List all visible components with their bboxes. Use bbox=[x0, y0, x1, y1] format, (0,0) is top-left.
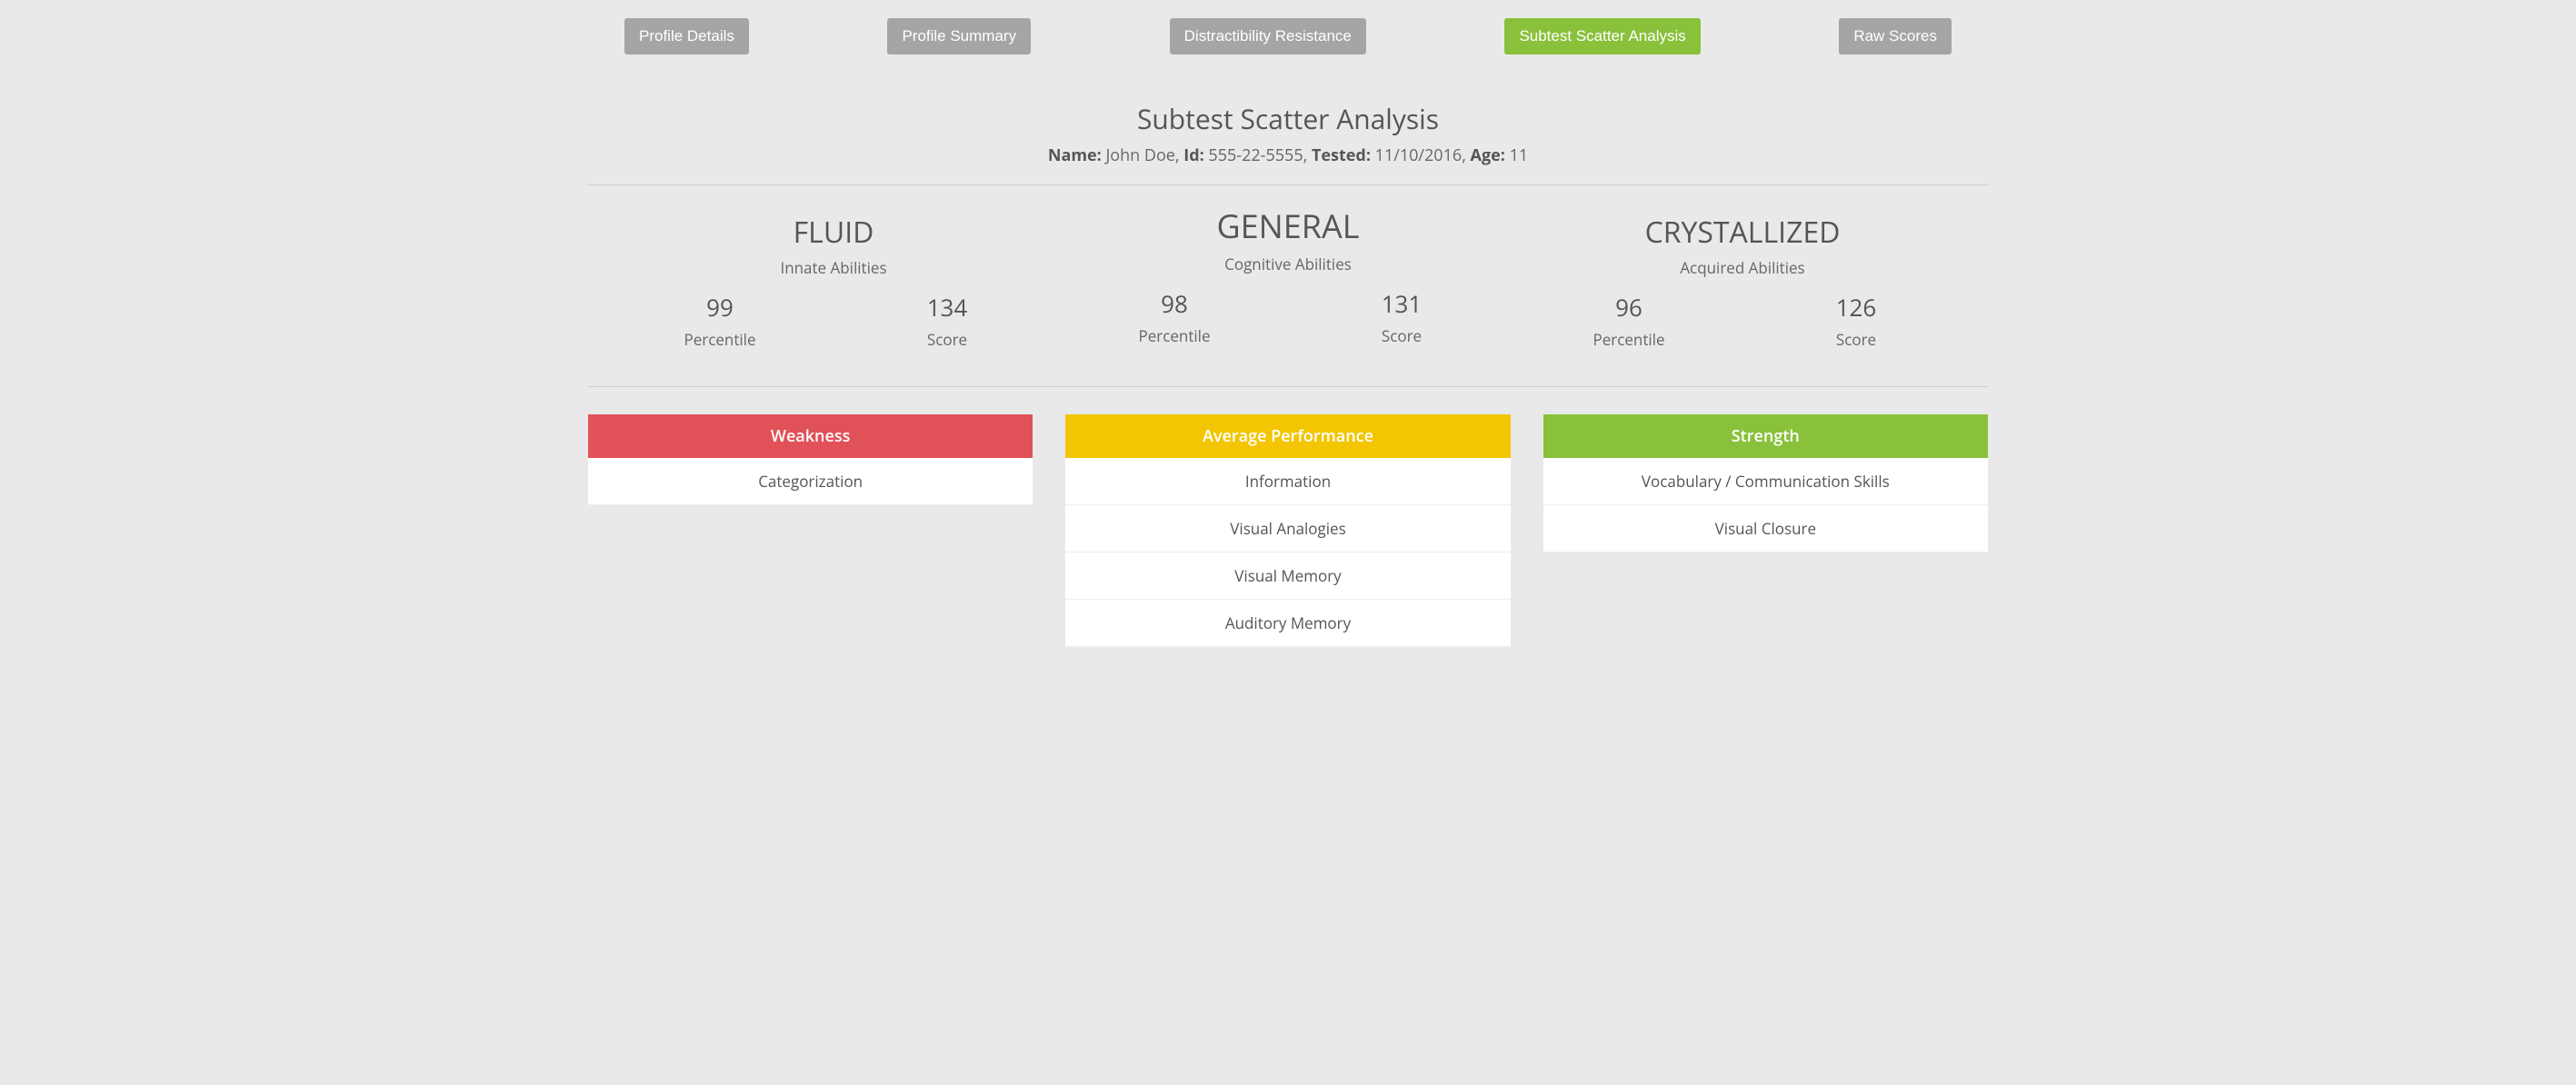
score-crystallized: CRYSTALLIZED Acquired Abilities 96 Perce… bbox=[1515, 213, 1970, 350]
tab-raw-scores[interactable]: Raw Scores bbox=[1839, 18, 1952, 55]
score-general-sub: Cognitive Abilities bbox=[1079, 254, 1497, 274]
card-strength-item: Visual Closure bbox=[1543, 505, 1988, 552]
tab-distractibility[interactable]: Distractibility Resistance bbox=[1170, 18, 1366, 55]
subject-age-label: Age: bbox=[1471, 144, 1505, 166]
score-crystallized-percentile: 96 bbox=[1533, 291, 1724, 324]
card-weakness-item: Categorization bbox=[588, 458, 1033, 505]
card-average-item: Information bbox=[1065, 458, 1510, 505]
score-crystallized-percentile-label: Percentile bbox=[1533, 329, 1724, 350]
card-weakness: Weakness Categorization bbox=[588, 414, 1033, 505]
subject-line: Name: John Doe, Id: 555-22-5555, Tested:… bbox=[579, 144, 1997, 166]
subject-id: 555-22-5555 bbox=[1208, 144, 1303, 166]
score-crystallized-heading: CRYSTALLIZED bbox=[1533, 213, 1952, 252]
card-average-item: Visual Memory bbox=[1065, 552, 1510, 600]
score-fluid-percentile: 99 bbox=[624, 291, 815, 324]
scores-section: FLUID Innate Abilities 99 Percentile 134… bbox=[579, 185, 1997, 386]
tabs-bar: Profile Details Profile Summary Distract… bbox=[579, 18, 1997, 55]
card-strength: Strength Vocabulary / Communication Skil… bbox=[1543, 414, 1988, 552]
cards-section: Weakness Categorization Average Performa… bbox=[579, 387, 1997, 647]
tab-subtest-scatter[interactable]: Subtest Scatter Analysis bbox=[1504, 18, 1700, 55]
score-crystallized-score-label: Score bbox=[1761, 329, 1952, 350]
score-crystallized-score: 126 bbox=[1761, 291, 1952, 324]
subject-tested-label: Tested: bbox=[1312, 144, 1371, 166]
score-general-score: 131 bbox=[1306, 287, 1497, 320]
card-strength-item: Vocabulary / Communication Skills bbox=[1543, 458, 1988, 505]
score-general: GENERAL Cognitive Abilities 98 Percentil… bbox=[1061, 204, 1515, 346]
subject-tested: 11/10/2016 bbox=[1375, 144, 1463, 166]
card-average-header: Average Performance bbox=[1065, 414, 1510, 458]
card-average: Average Performance Information Visual A… bbox=[1065, 414, 1510, 647]
tab-profile-details[interactable]: Profile Details bbox=[624, 18, 749, 55]
subject-name: John Doe bbox=[1105, 144, 1174, 166]
score-general-percentile: 98 bbox=[1079, 287, 1270, 320]
card-average-item: Visual Analogies bbox=[1065, 505, 1510, 552]
card-strength-header: Strength bbox=[1543, 414, 1988, 458]
card-average-item: Auditory Memory bbox=[1065, 600, 1510, 647]
score-general-score-label: Score bbox=[1306, 325, 1497, 346]
score-crystallized-sub: Acquired Abilities bbox=[1533, 257, 1952, 278]
score-fluid-heading: FLUID bbox=[624, 213, 1043, 252]
card-weakness-header: Weakness bbox=[588, 414, 1033, 458]
score-general-percentile-label: Percentile bbox=[1079, 325, 1270, 346]
tab-profile-summary[interactable]: Profile Summary bbox=[887, 18, 1031, 55]
score-fluid-score-label: Score bbox=[852, 329, 1043, 350]
subject-id-label: Id: bbox=[1183, 144, 1203, 166]
score-fluid-percentile-label: Percentile bbox=[624, 329, 815, 350]
subject-age: 11 bbox=[1510, 144, 1529, 166]
score-fluid-score: 134 bbox=[852, 291, 1043, 324]
score-general-heading: GENERAL bbox=[1079, 204, 1497, 248]
subject-name-label: Name: bbox=[1048, 144, 1102, 166]
page-title: Subtest Scatter Analysis bbox=[579, 100, 1997, 137]
score-fluid: FLUID Innate Abilities 99 Percentile 134… bbox=[606, 213, 1061, 350]
score-fluid-sub: Innate Abilities bbox=[624, 257, 1043, 278]
